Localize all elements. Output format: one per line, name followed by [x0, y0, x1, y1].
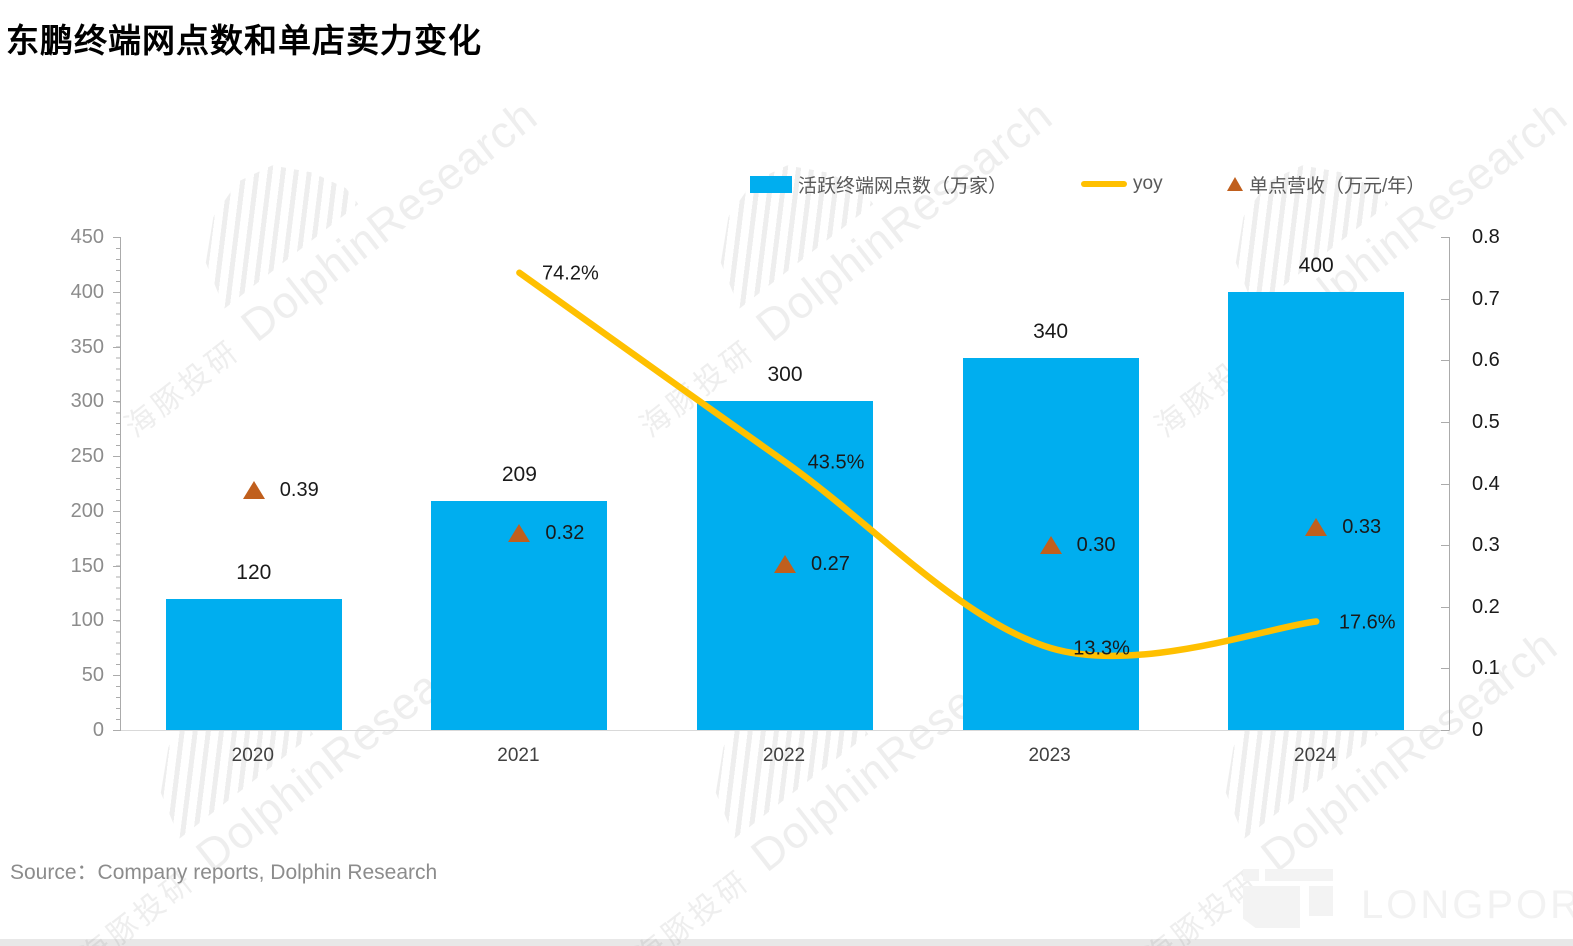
source-note: Source：Company reports, Dolphin Research — [10, 861, 438, 884]
right-axis-tick — [1441, 237, 1449, 238]
right-axis-tick-label: 0.5 — [1472, 410, 1500, 433]
left-axis-tick — [113, 510, 121, 512]
left-axis-tick-label: 350 — [70, 335, 104, 358]
right-axis-tick-label: 0.1 — [1472, 657, 1500, 680]
bar-2020 — [165, 598, 342, 730]
revenue-triangle-marker — [508, 523, 531, 542]
revenue-value-label: 0.33 — [1342, 515, 1382, 538]
left-axis-tick — [113, 346, 121, 348]
left-axis-tick-label: 200 — [70, 499, 104, 522]
right-axis-tick — [1441, 421, 1449, 423]
bar-value-label: 300 — [767, 363, 803, 387]
left-axis-tick — [113, 456, 121, 458]
right-axis-tick — [1441, 360, 1449, 362]
plot-area: 120 209 300 340 400 74.2% 43.5% 13.3% 17.6% 0.39 0… — [113, 237, 1450, 731]
revenue-triangle-marker — [1039, 536, 1062, 555]
longport-logo: LONGPORT — [1243, 869, 1573, 929]
left-axis-tick — [113, 565, 121, 567]
right-axis-tick — [1441, 545, 1449, 547]
longport-logo-icon — [1265, 869, 1333, 881]
right-axis-tick-label: 0.8 — [1472, 226, 1500, 248]
left-axis-tick — [113, 730, 121, 731]
longport-logo-icon — [1243, 886, 1300, 928]
right-axis-tick — [1441, 730, 1449, 731]
yoy-value-label: 43.5% — [807, 451, 865, 474]
right-axis-tick-label: 0 — [1472, 719, 1484, 741]
left-axis-tick — [113, 291, 121, 293]
legend-label: yoy — [1133, 173, 1163, 194]
bar-value-label: 400 — [1298, 253, 1334, 277]
legend-item-line: yoy — [1081, 168, 1163, 200]
revenue-value-label: 0.30 — [1076, 534, 1116, 557]
left-axis-tick-label: 150 — [70, 554, 104, 577]
x-axis-label-2022: 2022 — [762, 745, 806, 766]
left-axis-tick — [113, 675, 121, 677]
right-axis-tick — [1441, 483, 1449, 485]
right-axis-tick — [1441, 668, 1449, 670]
left-axis-tick — [113, 401, 121, 403]
right-axis-tick-label: 0.3 — [1472, 534, 1500, 557]
x-axis-label-2020: 2020 — [231, 745, 274, 766]
revenue-triangle-marker — [242, 480, 265, 499]
longport-logo-icon — [1309, 886, 1333, 916]
right-axis-tick-label: 0.2 — [1472, 595, 1500, 618]
revenue-value-label: 0.32 — [545, 521, 585, 544]
x-axis-label-2023: 2023 — [1028, 745, 1071, 766]
right-axis-tick-label: 0.6 — [1472, 349, 1500, 372]
revenue-value-label: 0.39 — [279, 478, 319, 501]
left-axis-tick — [113, 237, 121, 238]
bar-2024 — [1228, 291, 1405, 730]
left-axis-tick-label: 250 — [70, 445, 104, 468]
longport-logo-text: LONGPORT — [1361, 883, 1573, 927]
right-axis-tick — [1441, 298, 1449, 300]
legend-item-triangle: 单点营收（万元/年） — [1227, 168, 1425, 200]
legend-label: 单点营收（万元/年） — [1249, 175, 1426, 197]
legend-label: 活跃终端网点数（万家） — [798, 175, 1008, 197]
x-axis-label-2024: 2024 — [1294, 745, 1337, 766]
left-axis-tick-label: 50 — [81, 664, 104, 687]
legend-line-swatch — [1081, 181, 1127, 187]
yoy-line-path — [516, 269, 1320, 660]
bar-value-label: 340 — [1033, 319, 1069, 343]
left-axis-tick-label: 0 — [92, 719, 104, 741]
left-axis-tick — [113, 620, 121, 622]
bar-value-label: 120 — [236, 560, 272, 584]
watermark-cn: 海豚投研 — [629, 863, 757, 946]
x-axis-label-2021: 2021 — [497, 745, 540, 766]
left-axis-minor-ticks — [116, 237, 120, 731]
revenue-triangle-marker — [774, 554, 796, 573]
left-axis-tick-label: 100 — [70, 609, 104, 632]
yoy-value-label: 74.2% — [542, 262, 599, 285]
longport-logo-icon — [1243, 869, 1259, 881]
right-axis-tick-label: 0.4 — [1472, 472, 1500, 495]
legend-item-bar: 活跃终端网点数（万家） — [750, 168, 1007, 200]
yoy-value-label: 13.3% — [1073, 637, 1130, 660]
legend-bar-swatch — [750, 175, 792, 193]
legend-triangle-icon — [1227, 177, 1243, 191]
revenue-triangle-marker — [1305, 517, 1328, 536]
yoy-value-label: 17.6% — [1338, 611, 1396, 634]
right-axis-tick — [1441, 606, 1449, 608]
right-axis-tick-label: 0.7 — [1472, 287, 1500, 310]
revenue-value-label: 0.27 — [811, 552, 850, 575]
page-title: 东鹏终端网点数和单店卖力变化 — [6, 22, 482, 59]
bar-value-label: 209 — [501, 463, 537, 487]
left-axis-tick-label: 300 — [70, 390, 104, 413]
left-axis-tick-label: 400 — [70, 280, 104, 303]
left-axis-tick-label: 450 — [70, 226, 104, 248]
bottom-strip — [0, 939, 1573, 946]
yoy-line — [516, 269, 1320, 660]
